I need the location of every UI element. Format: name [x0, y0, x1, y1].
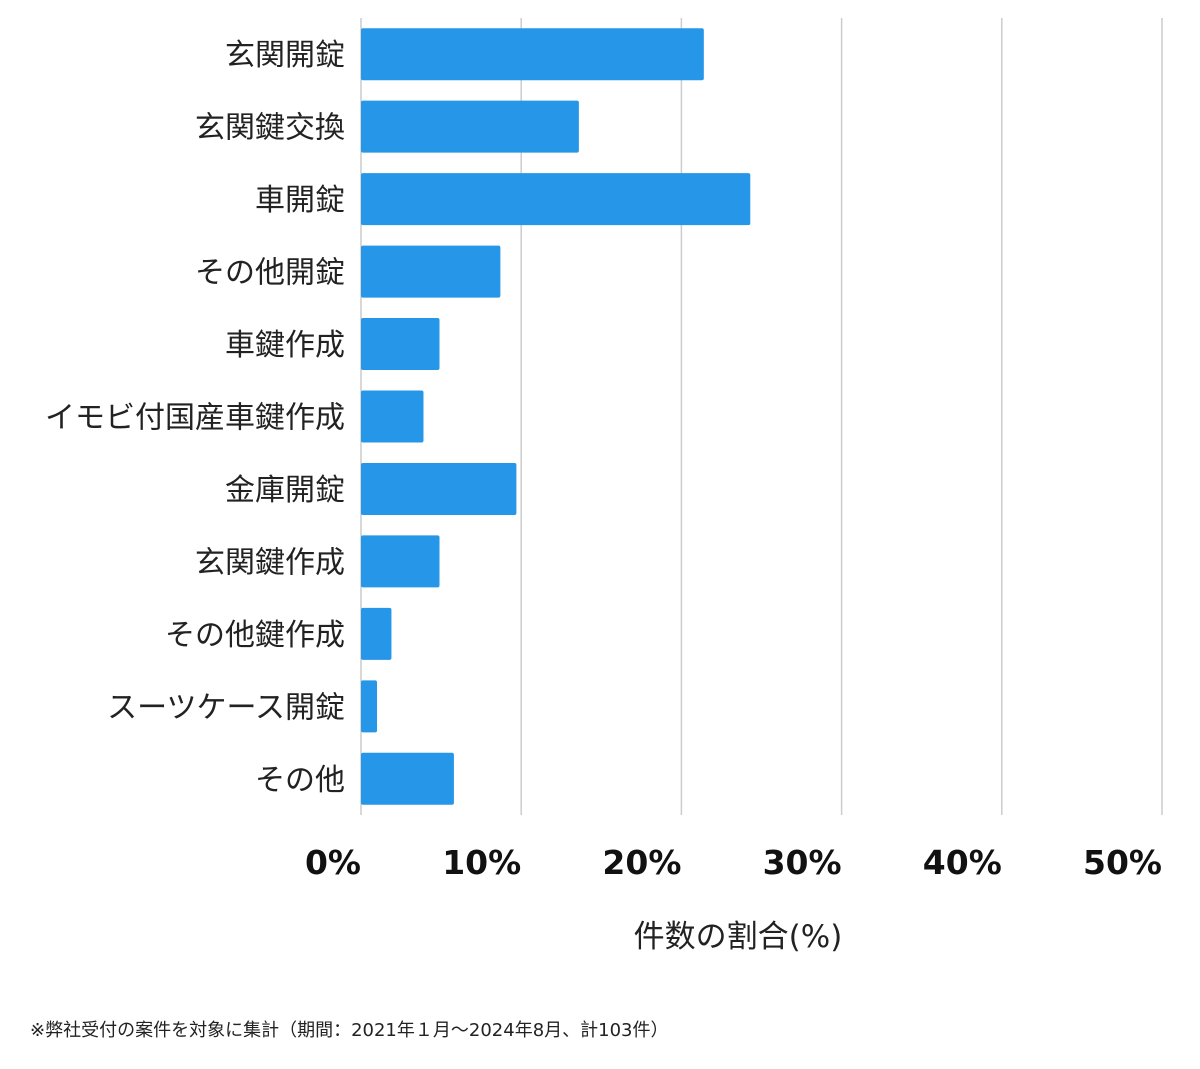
bar-2: [361, 173, 751, 226]
bar-7: [361, 535, 440, 588]
bar-1: [361, 100, 579, 153]
category-label-8: その他鍵作成: [165, 618, 345, 653]
bar-3: [361, 245, 501, 298]
category-label-6: 金庫開錠: [225, 473, 345, 508]
bar-5: [361, 390, 424, 443]
category-labels: 玄関開錠玄関鍵交換車開錠その他開錠車鍵作成イモビ付国産車鍵作成金庫開錠玄関鍵作成…: [45, 38, 345, 798]
x-tick-label-10: 10%: [442, 843, 521, 882]
x-axis-title: 件数の割合(%): [634, 919, 843, 955]
x-tick-label-50: 50%: [1083, 843, 1162, 882]
category-label-2: 車開錠: [255, 183, 345, 218]
x-tick-label-40: 40%: [923, 843, 1002, 882]
bar-9: [361, 680, 378, 733]
category-label-0: 玄関開錠: [225, 38, 345, 73]
x-tick-label-20: 20%: [602, 843, 681, 882]
bar-0: [361, 28, 704, 81]
category-label-10: その他: [255, 763, 345, 798]
bar-chart: 玄関開錠玄関鍵交換車開錠その他開錠車鍵作成イモビ付国産車鍵作成金庫開錠玄関鍵作成…: [45, 18, 1163, 955]
x-tick-label-30: 30%: [763, 843, 842, 882]
bar-4: [361, 318, 440, 371]
category-label-3: その他開錠: [195, 256, 345, 291]
bar-6: [361, 462, 517, 515]
category-label-5: イモビ付国産車鍵作成: [45, 401, 345, 436]
x-tick-label-0: 0%: [305, 843, 361, 882]
footnote: ※弊社受付の案件を対象に集計（期間：2021年１月〜2024年8月、計103件）: [30, 1020, 669, 1041]
category-label-9: スーツケース開錠: [107, 690, 345, 725]
bar-10: [361, 752, 454, 805]
x-tick-labels: 0% 10% 20% 30% 40% 50%: [305, 843, 1162, 882]
category-label-1: 玄関鍵交換: [195, 111, 345, 146]
bars: [361, 28, 751, 805]
category-label-4: 車鍵作成: [225, 328, 345, 363]
category-label-7: 玄関鍵作成: [195, 545, 345, 580]
bar-8: [361, 607, 392, 660]
